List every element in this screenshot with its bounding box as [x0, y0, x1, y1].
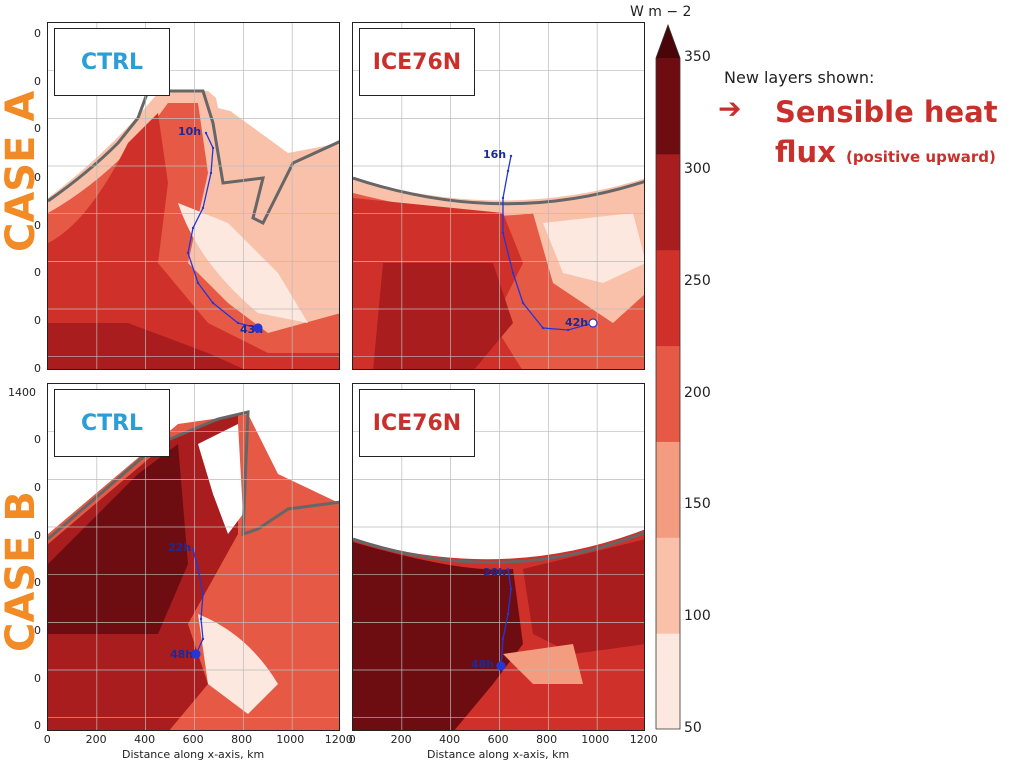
xtick-left-1000: 1000 — [276, 733, 305, 746]
flux-field — [353, 542, 523, 730]
flux-field — [373, 263, 513, 369]
heat-flux-map: 16h 42h — [353, 23, 644, 369]
panel-case-b-ice76n: 20h 48h — [352, 383, 645, 731]
ytick-b-top: 1400 — [8, 386, 36, 399]
colorbar-segment — [656, 537, 680, 634]
track-start-label: 10h — [178, 125, 201, 138]
sea-ice-edge — [353, 176, 644, 206]
panel-label-case-b-ctrl: CTRL — [54, 389, 170, 457]
xtick-right-400: 400 — [439, 733, 461, 746]
panel-case-a-ctrl: 10h 43h — [47, 22, 340, 370]
xaxis-title-left: Distance along x-axis, km — [122, 748, 265, 761]
ytick-b5: 0 — [34, 624, 41, 637]
xtick-left-200: 200 — [85, 733, 107, 746]
track-end-label: 48h — [471, 658, 494, 671]
colorbar-segment — [656, 345, 680, 442]
ice-area — [213, 78, 258, 113]
flux-field — [523, 539, 644, 654]
panel-case-a-ice76n: 16h 42h — [352, 22, 645, 370]
xtick-right-800: 800 — [536, 733, 558, 746]
flux-field — [48, 113, 339, 369]
xtick-right-1200: 1200 — [629, 733, 658, 746]
flux-field — [543, 213, 644, 283]
flux-field — [48, 444, 188, 634]
panel-label-case-a-ice76n: ICE76N — [359, 28, 475, 96]
note-title-line2: flux (positive upward) — [775, 132, 998, 177]
ytick-b2: 0 — [34, 481, 41, 494]
colorbar-units: W m − 2 — [630, 4, 692, 20]
ytick-a4: 0 — [34, 171, 41, 184]
track-end-label: 48h — [170, 648, 193, 661]
xtick-right-0: 0 — [348, 733, 356, 746]
colorbar-tick-200: 200 — [684, 384, 711, 401]
xtick-right-600: 600 — [487, 733, 509, 746]
note-title: Sensible heat flux (positive upward) — [775, 92, 998, 177]
xtick-left-1200: 1200 — [324, 733, 353, 746]
colorbar-tick-150: 150 — [684, 496, 711, 513]
track-start-label: 16h — [483, 148, 506, 161]
cyclone-track — [192, 548, 204, 655]
note-title-flux: flux — [775, 135, 836, 169]
flux-field — [503, 644, 583, 684]
note-title-sub: (positive upward) — [845, 148, 996, 166]
ytick-a2: 0 — [34, 75, 41, 88]
sea-ice-edge — [48, 89, 339, 226]
panel-label-case-b-ice76n: ICE76N — [359, 389, 475, 457]
sea-ice-edge — [353, 531, 644, 564]
colorbar-segment — [656, 441, 680, 538]
ytick-b3: 0 — [34, 529, 41, 542]
track-start-label: 22h — [168, 541, 191, 554]
colorbar — [655, 24, 681, 730]
ytick-a5: 0 — [34, 219, 41, 232]
panel-label-case-a-ctrl: CTRL — [54, 28, 170, 96]
heat-flux-map: 20h 48h — [353, 384, 644, 730]
ytick-a6: 0 — [34, 266, 41, 279]
xaxis-title-right: Distance along x-axis, km — [427, 748, 570, 761]
track-end-marker — [191, 649, 201, 659]
colorbar-segment — [656, 58, 680, 155]
note-title-line1: Sensible heat — [775, 95, 998, 129]
xtick-left-800: 800 — [231, 733, 253, 746]
colorbar-tick-300: 300 — [684, 160, 711, 177]
arrow-icon: ➔ — [718, 92, 742, 125]
ytick-b7: 0 — [34, 719, 41, 732]
ytick-b6: 0 — [34, 672, 41, 685]
ytick-b1: 0 — [34, 433, 41, 446]
xtick-left-600: 600 — [182, 733, 204, 746]
colorbar-tick-250: 250 — [684, 272, 711, 289]
colorbar-segment — [656, 249, 680, 347]
xtick-left-400: 400 — [134, 733, 156, 746]
track-end-label: 42h — [565, 316, 588, 329]
colorbar-extend-arrow — [656, 25, 680, 58]
ytick-a1: 0 — [34, 27, 41, 40]
track-start-label: 20h — [483, 566, 506, 579]
ytick-b4: 0 — [34, 576, 41, 589]
colorbar-tick-350: 350 — [684, 49, 711, 65]
flux-field — [198, 614, 278, 714]
xtick-left-0: 0 — [43, 733, 51, 746]
cyclone-track — [187, 132, 259, 329]
ytick-a7: 0 — [34, 314, 41, 327]
colorbar-segment — [656, 633, 680, 730]
track-end-marker — [253, 323, 263, 333]
ytick-a8: 0 — [34, 362, 41, 375]
xtick-right-1000: 1000 — [581, 733, 610, 746]
colorbar-tick-50: 50 — [684, 720, 702, 736]
note-header: New layers shown: — [724, 68, 875, 87]
xtick-right-200: 200 — [390, 733, 412, 746]
track-end-marker — [496, 661, 506, 671]
colorbar-segment — [656, 153, 680, 251]
track-end-marker — [588, 318, 598, 328]
colorbar-tick-100: 100 — [684, 608, 711, 625]
ytick-a3: 0 — [34, 122, 41, 135]
